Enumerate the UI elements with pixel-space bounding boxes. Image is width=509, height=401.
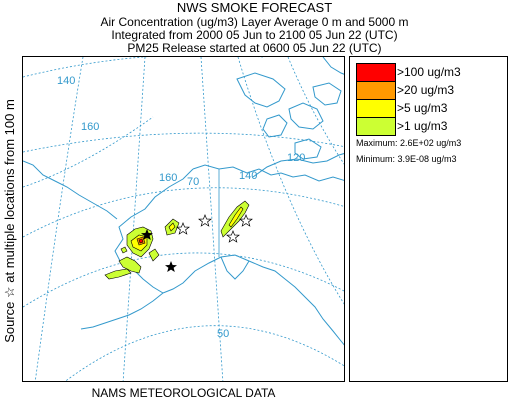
star-filled-icon: [141, 229, 153, 240]
canadian-islands: [262, 114, 288, 138]
meridian-line: [287, 57, 344, 165]
arctic-coast: [192, 164, 344, 182]
latitude-label: 50: [217, 328, 229, 340]
release-start-line: PM25 Release started at 0600 05 Jun 22 (…: [127, 41, 382, 55]
legend-item: >100 ug/m3: [356, 63, 506, 82]
greenland-coast: [322, 57, 344, 75]
source-info-label: Source ☆ at multiple locations from 100 …: [2, 99, 17, 343]
plume-west-red: [138, 238, 144, 244]
meridian-line: [122, 57, 146, 381]
legend-swatch: [356, 117, 396, 136]
plume-west-mid: [148, 248, 160, 262]
legend-label: >100 ug/m3: [397, 65, 461, 79]
legend-swatch: [356, 63, 396, 82]
chukotka-coast: [23, 160, 118, 220]
longitude-label: 160: [159, 172, 177, 184]
canadian-islands: [294, 138, 322, 160]
minimum-value: Minimum: 3.9E-08 ug/m3: [356, 154, 457, 164]
source-markers: [141, 214, 253, 272]
legend-label: >1 ug/m3: [397, 119, 448, 133]
canadian-islands: [288, 102, 324, 130]
plume-west-strip: [104, 268, 132, 280]
star-outline-icon: [239, 214, 253, 227]
parallel-line: [65, 325, 344, 381]
coastlines: [23, 57, 344, 346]
canadian-islands: [236, 72, 286, 108]
smoke-plumes: [104, 200, 250, 280]
longitude-label: 140: [57, 75, 75, 87]
legend-item: >1 ug/m3: [356, 117, 506, 136]
meteorological-data-label: NAMS METEOROLOGICAL DATA: [91, 386, 276, 400]
star-outline-icon: [198, 214, 212, 227]
forecast-title: NWS SMOKE FORECAST: [176, 0, 333, 15]
aleutian-chain: [80, 292, 164, 330]
parallel-line: [23, 57, 263, 78]
map-canvas: 140 160 160 140 120 70 50: [23, 57, 344, 381]
maximum-value: Maximum: 2.6E+02 ug/m3: [356, 138, 462, 148]
star-outline-icon: [226, 230, 240, 243]
longitude-label: 140: [239, 170, 257, 182]
star-filled-icon: [165, 261, 177, 272]
meridian-line: [23, 116, 154, 188]
source-info-label-container: Source ☆ at multiple locations from 100 …: [0, 56, 20, 386]
canadian-mainland-coast: [252, 153, 344, 178]
legend-label: >5 ug/m3: [397, 101, 448, 115]
alaska-west-coast: [114, 168, 194, 294]
grid-labels: 140 160 160 140 120 70 50: [57, 75, 305, 340]
star-outline-icon: [176, 222, 190, 235]
canadian-islands: [312, 82, 342, 106]
meridian-line: [237, 57, 344, 305]
latitude-label: 70: [187, 176, 199, 188]
legend-item: >20 ug/m3: [356, 81, 506, 100]
alaska-south-coast: [162, 254, 344, 346]
legend-label: >20 ug/m3: [397, 83, 455, 97]
legend: >100 ug/m3 >20 ug/m3 >5 ug/m3 >1 ug/m3 M…: [349, 56, 508, 382]
smoke-forecast-map: 140 160 160 140 120 70 50: [22, 56, 345, 382]
concentration-layer-line: Air Concentration (ug/m3) Layer Average …: [100, 15, 409, 29]
integration-period-line: Integrated from 2000 05 Jun to 2100 05 J…: [111, 28, 398, 42]
legend-swatch: [356, 81, 396, 100]
legend-swatch: [356, 99, 396, 118]
legend-item: >5 ug/m3: [356, 99, 506, 118]
plume-east-core: [228, 206, 244, 228]
kenai-peninsula: [220, 256, 250, 280]
longitude-label: 120: [287, 152, 305, 164]
plume-west-arc: [118, 256, 142, 274]
plume-west-small-core: [168, 222, 176, 232]
parallel-line: [23, 187, 344, 238]
meridian-line: [34, 57, 84, 381]
plume-west-dot: [120, 246, 128, 254]
longitude-label: 160: [81, 121, 99, 133]
meridian-line: [200, 57, 224, 381]
parallel-line: [23, 252, 344, 308]
